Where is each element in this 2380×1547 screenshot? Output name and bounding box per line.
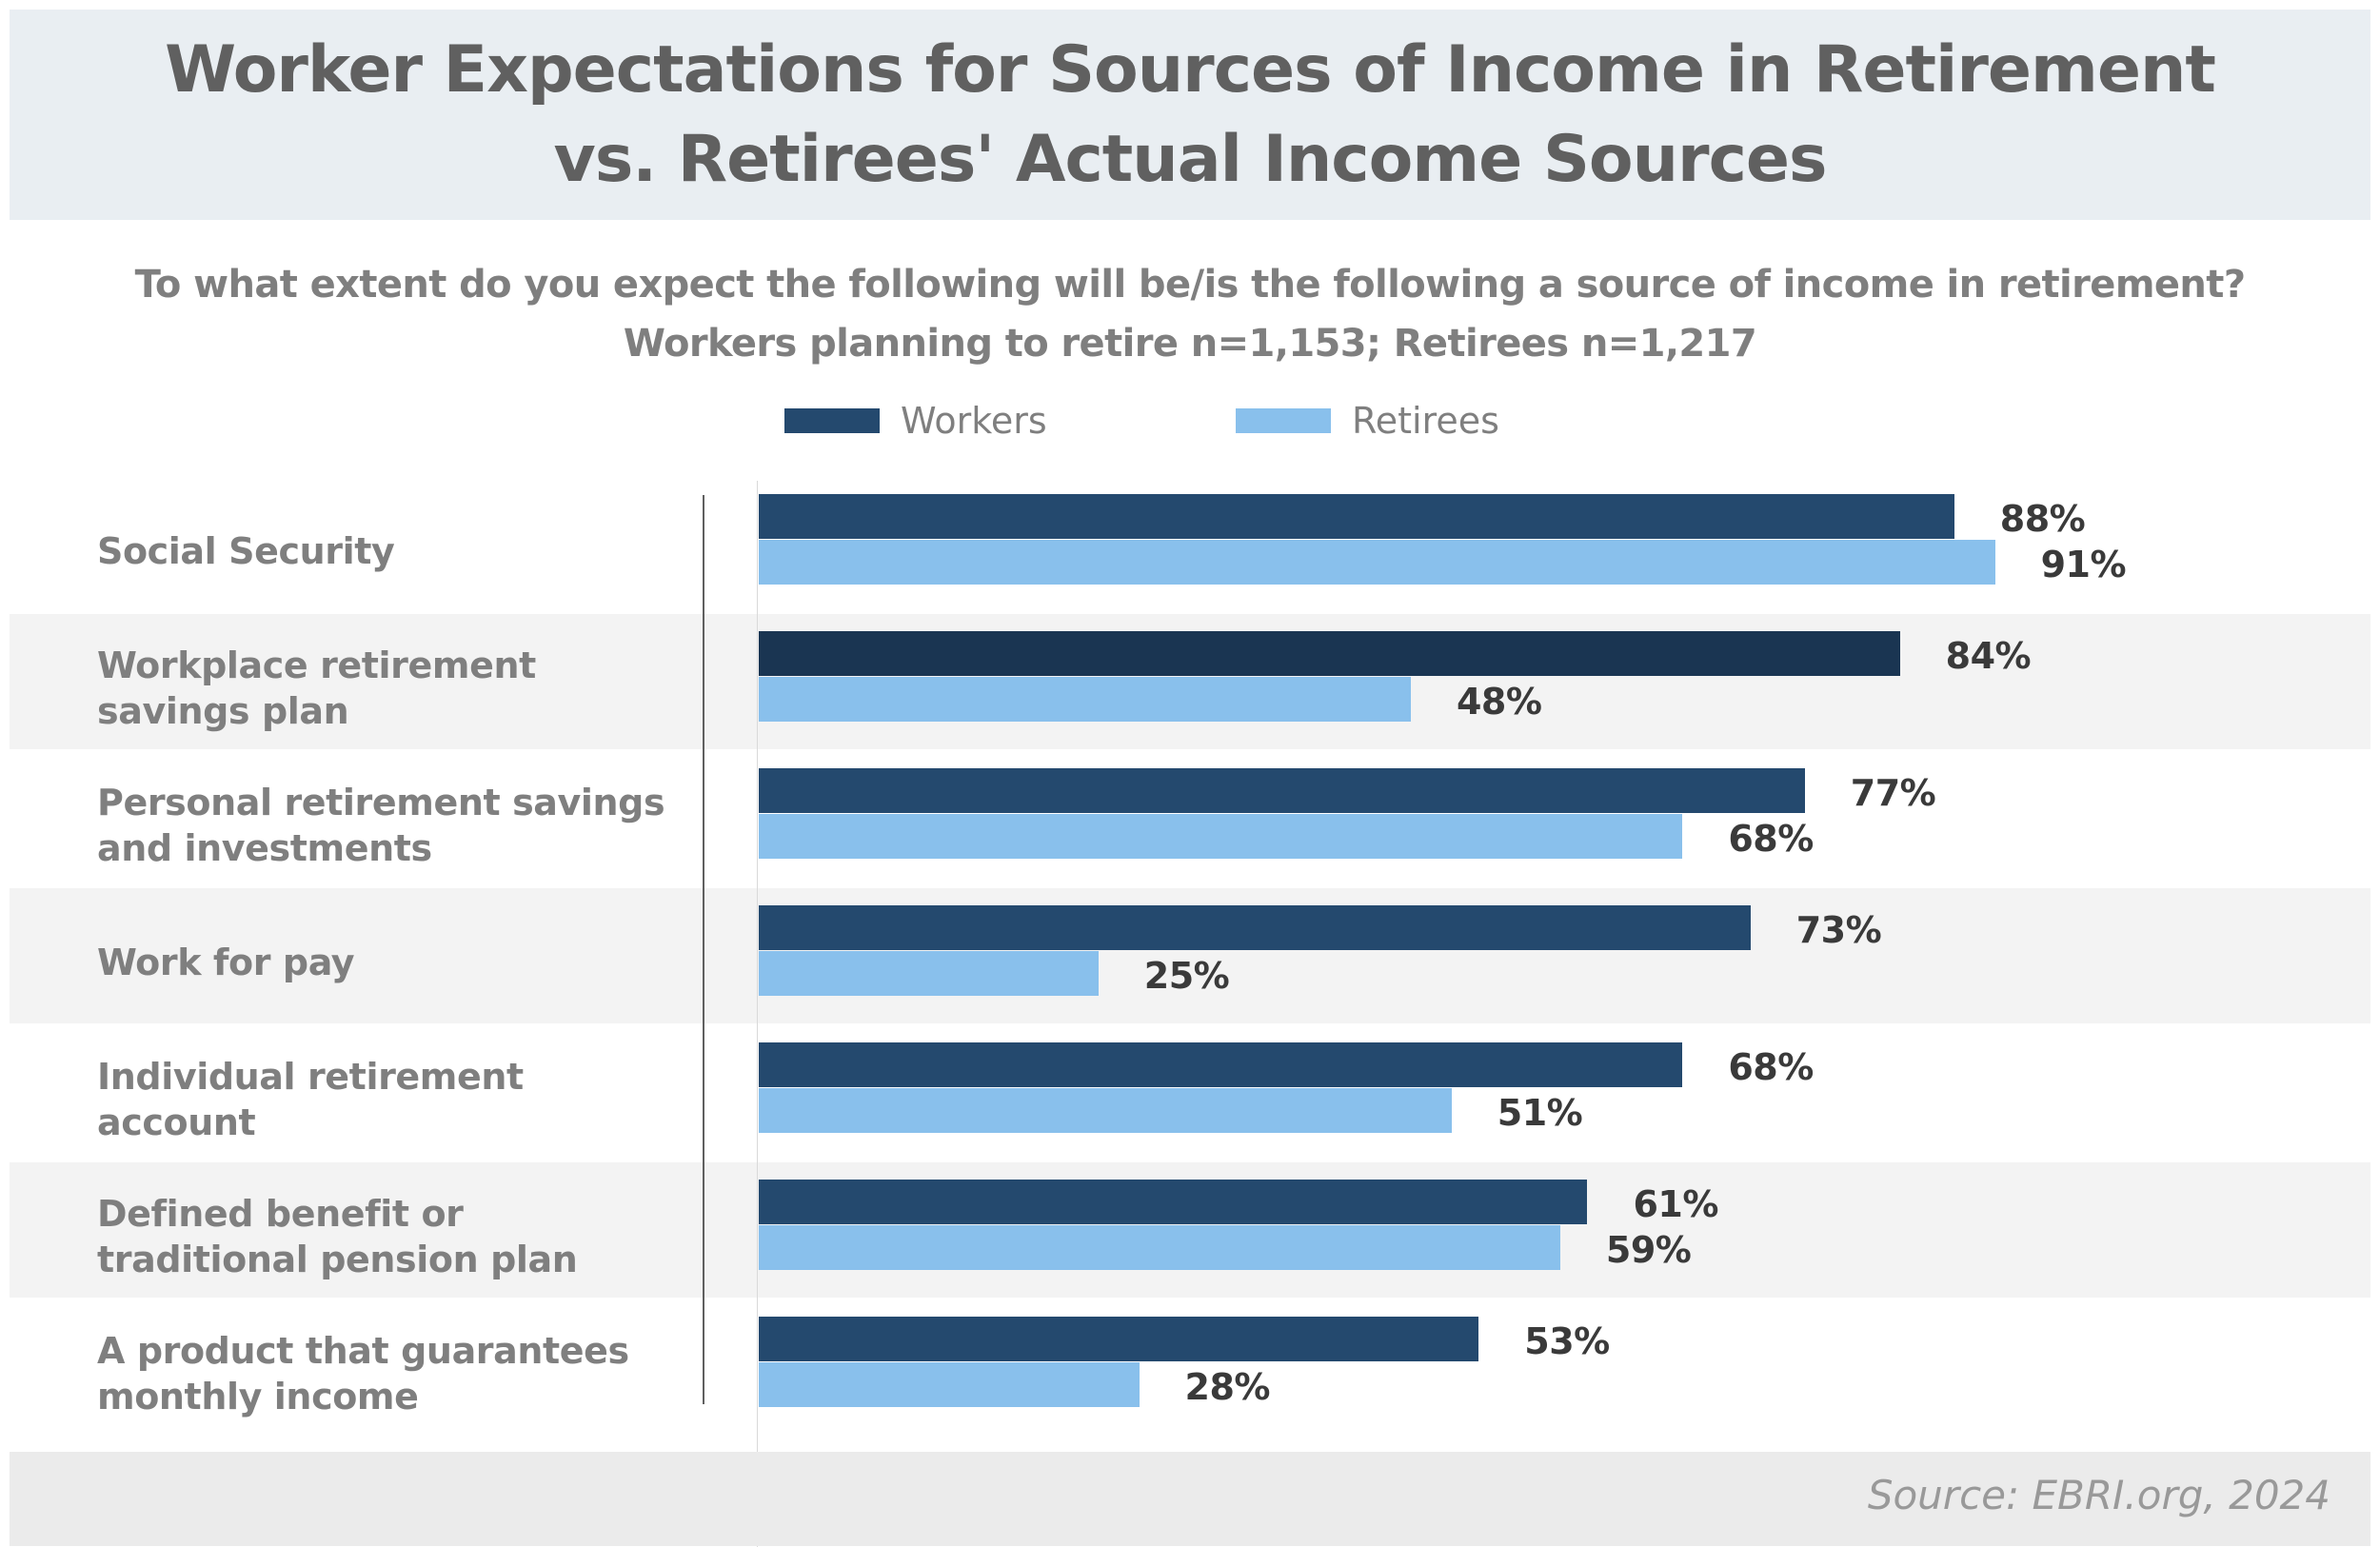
bar-workers: [759, 768, 1805, 813]
category-label-line: monthly income: [97, 1376, 419, 1418]
legend-label-retirees: Retirees: [1352, 400, 1499, 442]
bar-workers: [759, 631, 1900, 676]
value-label-retirees: 91%: [2040, 544, 2127, 585]
category-axis-line: [703, 495, 704, 1404]
category-label-line: Personal retirement savings: [97, 782, 665, 823]
value-label-workers: 84%: [1945, 635, 2032, 677]
bar-workers: [759, 1042, 1683, 1087]
legend-swatch-workers: [784, 408, 880, 433]
title-banner: Worker Expectations for Sources of Incom…: [10, 10, 2370, 220]
value-label-retirees: 48%: [1456, 681, 1542, 723]
category-label: A product that guarantees monthly income: [97, 1328, 706, 1419]
category-label-line: Defined benefit or: [97, 1193, 464, 1235]
bar-retirees: [759, 1362, 1140, 1407]
category-label-line: Workplace retirement: [97, 645, 536, 686]
bar-retirees: [759, 1225, 1560, 1270]
category-label-line: account: [97, 1101, 256, 1143]
chart-legend: Workers Retirees: [0, 392, 2380, 449]
legend-swatch-retirees: [1236, 408, 1331, 433]
bar-workers: [759, 1180, 1588, 1224]
chart-title-line-2: vs. Retirees' Actual Income Sources: [553, 121, 1828, 197]
category-label-line: A product that guarantees: [97, 1330, 629, 1372]
bar-retirees: [759, 814, 1683, 859]
value-label-workers: 73%: [1795, 909, 1882, 951]
value-label-workers: 53%: [1524, 1320, 1610, 1362]
value-label-retirees: 25%: [1143, 955, 1230, 997]
footer-band: [10, 1452, 2370, 1546]
category-label-line: and investments: [97, 827, 432, 869]
category-label-line: traditional pension plan: [97, 1239, 578, 1280]
category-label-line: Work for pay: [97, 942, 355, 983]
category-label: Personal retirement savings and investmen…: [97, 780, 706, 871]
bar-retirees: [759, 951, 1099, 996]
chart-title-line-1: Worker Expectations for Sources of Incom…: [165, 31, 2216, 108]
category-label-line: savings plan: [97, 690, 349, 732]
value-label-retirees: 68%: [1728, 818, 1814, 860]
value-label-workers: 77%: [1850, 772, 1936, 814]
value-label-retirees: 59%: [1605, 1229, 1692, 1271]
category-label-line: Social Security: [97, 530, 395, 572]
legend-label-workers: Workers: [901, 400, 1047, 442]
legend-item-retirees: Retirees: [1236, 392, 1499, 449]
value-label-workers: 88%: [1999, 498, 2086, 540]
value-label-workers: 61%: [1633, 1183, 1718, 1225]
bar-retirees: [759, 677, 1411, 722]
subtitle-question: To what extent do you expect the followi…: [134, 263, 2246, 307]
value-axis-baseline: [757, 481, 758, 1547]
legend-item-workers: Workers: [784, 392, 1047, 449]
category-label: Defined benefit or traditional pension pl…: [97, 1191, 706, 1282]
bar-workers: [759, 1317, 1479, 1361]
category-label-line: Individual retirement: [97, 1056, 524, 1098]
bar-retirees: [759, 1088, 1452, 1133]
source-note: Source: EBRI.org, 2024: [1867, 1472, 2330, 1518]
bar-workers: [759, 494, 1954, 539]
category-label: Workplace retirement savings plan: [97, 643, 706, 734]
category-label: Individual retirement account: [97, 1054, 706, 1145]
subtitle-sample-sizes: Workers planning to retire n=1,153; Reti…: [623, 322, 1757, 366]
category-label: Work for pay: [97, 940, 706, 985]
chart-subtitle: To what extent do you expect the followi…: [0, 255, 2380, 373]
bar-retirees: [759, 540, 1995, 585]
value-label-retirees: 28%: [1184, 1366, 1271, 1408]
value-label-retirees: 51%: [1497, 1092, 1583, 1134]
value-label-workers: 68%: [1728, 1046, 1814, 1088]
category-label: Social Security: [97, 528, 706, 574]
bar-workers: [759, 905, 1751, 950]
